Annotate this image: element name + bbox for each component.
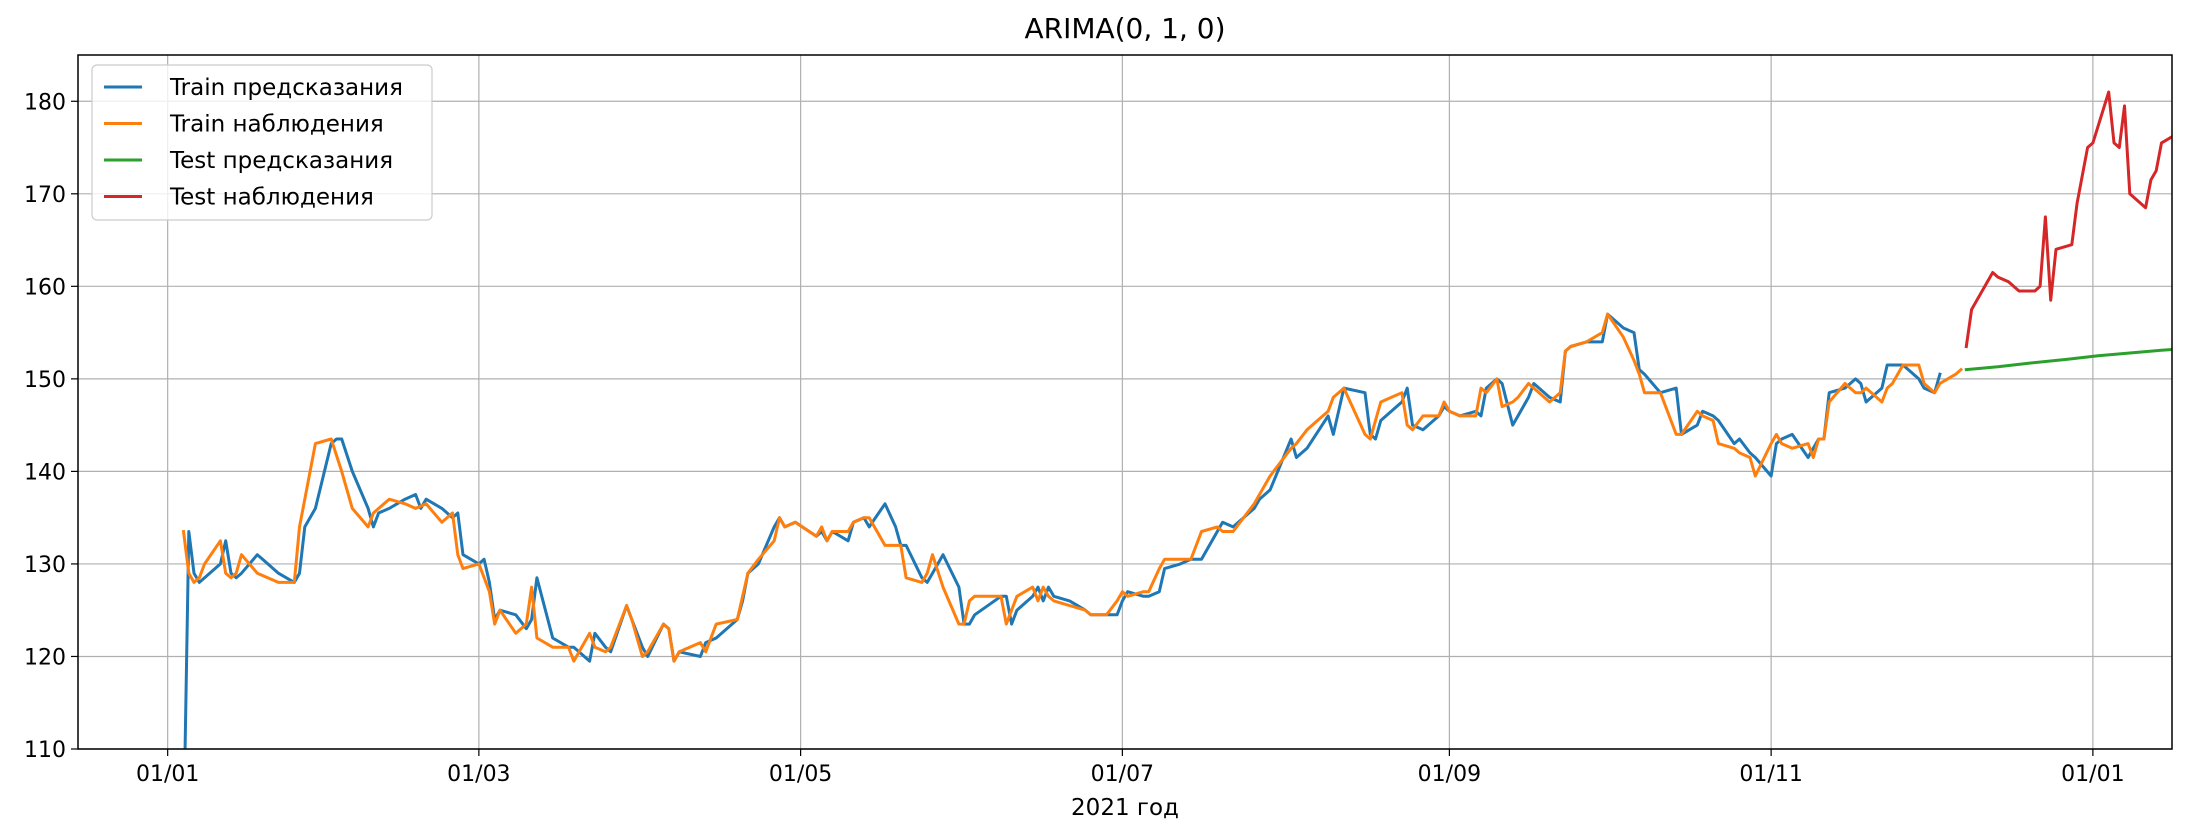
y-tick-label: 130 <box>24 553 66 578</box>
y-axis-ticks: 110 120 130 140 150 160 170 180 <box>24 90 78 763</box>
x-axis-label: 2021 год <box>1071 795 1179 821</box>
series-line-4 <box>1964 90 2172 349</box>
series-line-2 <box>181 312 1964 663</box>
x-tick-label: 01/03 <box>447 762 510 787</box>
x-tick-label: 01/07 <box>1091 762 1154 787</box>
series-line-3 <box>1964 347 2172 372</box>
y-tick-label: 110 <box>24 738 66 763</box>
legend-entry-label: Test наблюдения <box>169 185 374 211</box>
y-tick-label: 160 <box>24 275 66 300</box>
y-tick-label: 140 <box>24 460 66 485</box>
y-tick-label: 120 <box>24 645 66 670</box>
legend-entry-label: Train предсказания <box>169 75 403 101</box>
x-tick-label: 01/09 <box>1418 762 1481 787</box>
y-tick-label: 170 <box>24 183 66 208</box>
legend-box <box>91 64 433 221</box>
plot-frame <box>77 54 2173 750</box>
x-tick-label: 01/11 <box>1739 762 1802 787</box>
y-tick-label: 180 <box>24 90 66 115</box>
x-tick-label: 01/01 <box>2061 762 2124 787</box>
y-tick-label: 150 <box>24 368 66 393</box>
x-tick-label: 01/05 <box>769 762 832 787</box>
legend-entry-label: Train наблюдения <box>169 112 384 138</box>
x-axis-ticks: 01/01 01/03 01/05 01/07 01/09 01/11 01/01 <box>136 749 2125 787</box>
x-tick-label: 01/01 <box>136 762 199 787</box>
legend: Train предсказания Train наблюдения Test п… <box>91 64 433 221</box>
legend-entry-label: Test предсказания <box>169 148 393 174</box>
series-lines <box>181 90 2172 749</box>
chart-title: ARIMA(0, 1, 0) <box>1024 12 1225 45</box>
